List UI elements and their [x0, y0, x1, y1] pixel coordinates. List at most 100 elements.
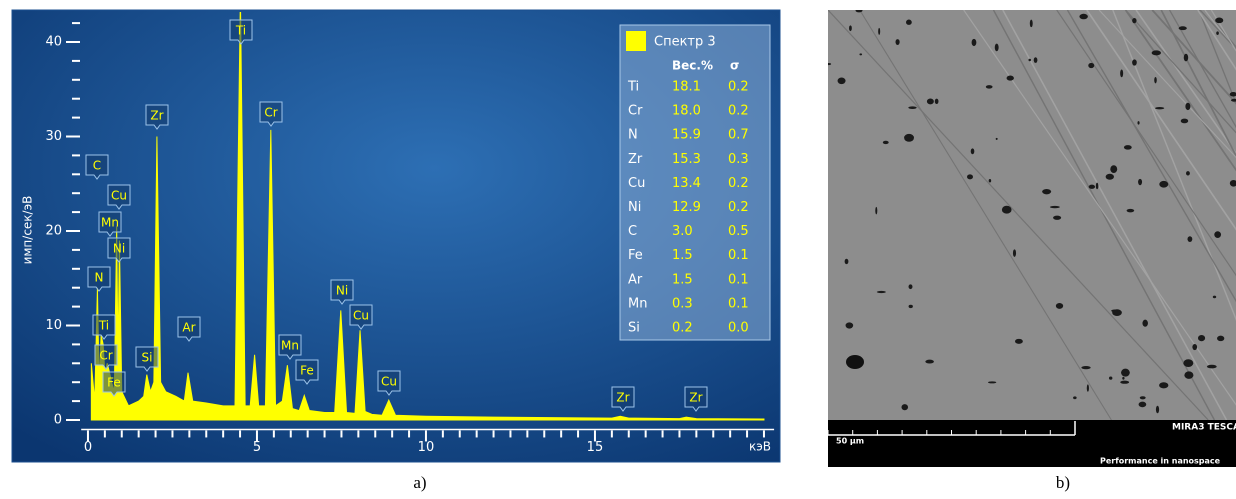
peak-label-text: Zr [616, 391, 629, 405]
brand: MIRA3 TESCA [1172, 423, 1236, 433]
sem-pore [1187, 236, 1192, 242]
peak-label: Zr [685, 387, 707, 411]
caption: a) [413, 473, 426, 492]
sem-pore [972, 39, 977, 46]
peak-label: Zr [146, 105, 168, 129]
sem-pore [909, 305, 913, 308]
peak-label-text: Mn [101, 216, 119, 230]
sem-pore [1096, 183, 1099, 190]
sem-pore [1184, 54, 1188, 62]
sem-pore [1110, 165, 1117, 173]
sem-pore [995, 44, 999, 52]
sem-pore [904, 134, 914, 142]
peak-label: Cu [350, 305, 372, 329]
legend-value: 15.3 [672, 152, 701, 167]
sem-pore [1081, 366, 1090, 369]
legend-value: 3.0 [672, 224, 693, 239]
sem-pore [1106, 174, 1114, 180]
sem-pore [1073, 396, 1077, 399]
peak-label: N [88, 267, 110, 291]
sem-pore [1159, 181, 1168, 188]
x-tick-label: 0 [84, 440, 92, 455]
legend-element: Si [628, 321, 640, 336]
legend-element: Cu [628, 176, 645, 191]
legend-value: 1.5 [672, 272, 693, 287]
y-tick-label: 0 [54, 413, 62, 428]
legend-element: Cr [628, 104, 643, 119]
peak-label: Ar [178, 317, 200, 341]
legend-value: 0.0 [728, 321, 749, 336]
sem-pore [883, 141, 889, 144]
legend-value: 0.2 [728, 104, 749, 119]
sem-pore [986, 85, 993, 88]
y-tick-label: 20 [45, 224, 62, 239]
legend-value: 0.3 [728, 152, 749, 167]
legend-value: 13.4 [672, 176, 701, 191]
legend-value: 1.5 [672, 248, 693, 263]
peak-label-text: Cu [353, 309, 369, 323]
sem-pore [908, 106, 916, 109]
sem-pore [1007, 76, 1014, 81]
peak-label: C [86, 155, 108, 179]
peak-label-text: Cu [381, 375, 397, 389]
sem-pore [1042, 189, 1051, 194]
peak-label-text: Si [142, 351, 153, 365]
sem-pore [988, 381, 996, 383]
legend-value: 0.2 [728, 200, 749, 215]
sem-image: 50 µmMIRA3 TESCAPerformance in nanospace [826, 9, 1236, 467]
sem-pore [1138, 179, 1142, 185]
sem-pore [1132, 59, 1137, 65]
peak-label: Ti [93, 315, 115, 339]
peak-label-text: Fe [107, 376, 121, 390]
sem-pore [1207, 365, 1217, 369]
sem-pore [846, 322, 854, 328]
sem-pore [859, 53, 862, 55]
sem-pore [1179, 26, 1187, 30]
sem-pore [927, 99, 934, 105]
sem-pore [878, 28, 880, 35]
sem-pore [1089, 185, 1095, 189]
legend-value: 0.2 [672, 321, 693, 336]
peak-label-text: Cr [99, 349, 112, 363]
peak-label-text: Cr [264, 106, 277, 120]
sem-pore [1155, 107, 1164, 109]
sem-pore [846, 355, 864, 369]
legend-element: C [628, 224, 637, 239]
sem-pore [1120, 381, 1129, 384]
sem-pore [906, 20, 912, 25]
peak-label-text: Ni [113, 242, 125, 256]
legend-value: 0.1 [728, 272, 749, 287]
sem-pore [875, 207, 877, 214]
sem-pore [1030, 20, 1033, 28]
sem-pore [1111, 309, 1118, 312]
sem-pore [989, 179, 991, 182]
peak-label: Si [136, 347, 158, 371]
legend-value: 0.1 [728, 248, 749, 263]
peak-label-text: Zr [689, 391, 702, 405]
peak-label: Fe [296, 360, 318, 384]
sem-pore [909, 284, 913, 289]
peak-label-text: C [93, 159, 101, 173]
legend-value: 18.1 [672, 80, 701, 95]
peak-label-text: Ti [235, 24, 246, 38]
peak-label: Ni [108, 238, 130, 262]
sem-pore [1053, 216, 1061, 220]
peak-label: Cr [260, 102, 282, 126]
legend-value: 15.9 [672, 128, 701, 143]
sem-pore [1154, 77, 1157, 83]
legend-element: Fe [628, 248, 643, 263]
legend-element: Ni [628, 200, 641, 215]
y-axis-label: имп/сек/эВ [21, 196, 35, 265]
sem-pore [1124, 145, 1132, 150]
sem-pore [1216, 31, 1219, 35]
sem-pore [849, 25, 852, 31]
sem-pore [1184, 371, 1193, 378]
sem-pore [1034, 57, 1038, 63]
legend-value: 0.2 [728, 80, 749, 95]
sem-pore [1013, 249, 1016, 257]
sem-pore [845, 259, 849, 264]
sem-pore [1137, 121, 1139, 124]
sem-pore [1120, 70, 1123, 78]
sem-pore [1214, 231, 1221, 238]
peak-label: Cu [108, 185, 130, 209]
